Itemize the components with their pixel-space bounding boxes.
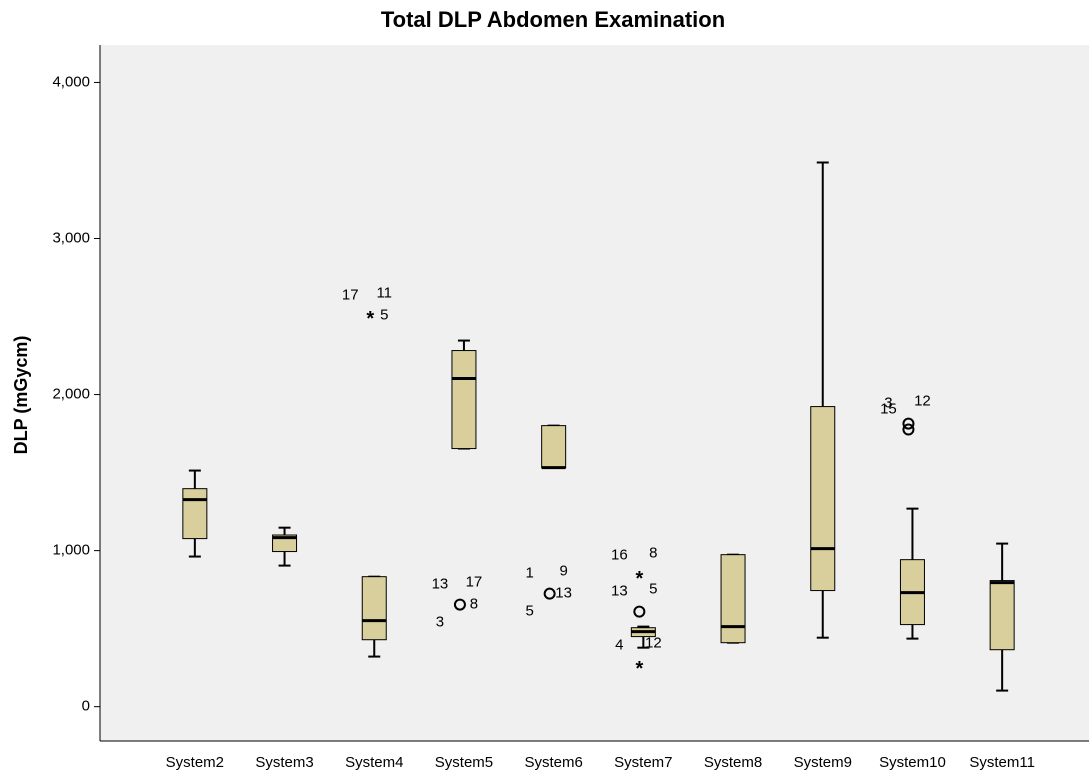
outlier: [543, 587, 556, 600]
outlier-label: 12: [645, 635, 662, 652]
outlier-label: 11: [376, 285, 392, 302]
box: [182, 488, 208, 540]
outlier: *: [366, 308, 374, 330]
outlier-label: 15: [880, 400, 897, 417]
outlier-label: 17: [466, 574, 483, 591]
outlier-label: 13: [611, 583, 628, 600]
x-tick-label: System2: [166, 754, 224, 771]
outlier-label: 9: [559, 563, 567, 580]
outlier-label: 3: [884, 395, 892, 412]
outlier: *: [635, 568, 643, 590]
box: [361, 576, 387, 641]
y-tick-label: 4,000: [52, 73, 90, 90]
outlier-label: 5: [525, 603, 533, 620]
plot-area: [100, 45, 1089, 741]
x-tick-label: System10: [879, 754, 946, 771]
x-tick-label: System6: [524, 754, 582, 771]
y-tick-label: 1,000: [52, 542, 90, 559]
outlier: *: [635, 658, 643, 680]
outlier-label: 1: [525, 565, 533, 582]
x-tick-label: System9: [794, 754, 852, 771]
box: [810, 406, 836, 592]
box: [541, 425, 567, 469]
outlier-label: 16: [611, 547, 628, 564]
outlier: [453, 598, 466, 611]
x-tick-label: System8: [704, 754, 762, 771]
y-tick-label: 2,000: [52, 386, 90, 403]
chart-title: Total DLP Abdomen Examination: [381, 7, 725, 32]
outlier-label: 17: [342, 287, 359, 304]
outlier-label: 5: [380, 307, 388, 324]
outlier-label: 12: [914, 393, 931, 410]
box: [989, 580, 1015, 651]
x-tick-label: System3: [255, 754, 313, 771]
outlier-label: 8: [470, 596, 478, 613]
x-tick-label: System7: [614, 754, 672, 771]
outlier-label: 13: [555, 585, 572, 602]
x-tick-label: System4: [345, 754, 403, 771]
y-tick-label: 0: [82, 698, 90, 715]
outlier-label: 13: [432, 576, 449, 593]
outlier-label: 5: [649, 581, 657, 598]
outlier: [902, 417, 915, 430]
outlier-label: 3: [436, 614, 444, 631]
box: [451, 350, 477, 450]
outlier: [902, 423, 915, 436]
y-tick-label: 3,000: [52, 229, 90, 246]
outlier-label: 8: [649, 545, 657, 562]
x-tick-label: System5: [435, 754, 493, 771]
box: [720, 554, 746, 644]
x-tick-label: System11: [969, 754, 1035, 771]
y-axis-label: DLP (mGycm): [11, 336, 31, 455]
outlier: [633, 605, 646, 618]
outlier-label: 4: [615, 637, 623, 654]
